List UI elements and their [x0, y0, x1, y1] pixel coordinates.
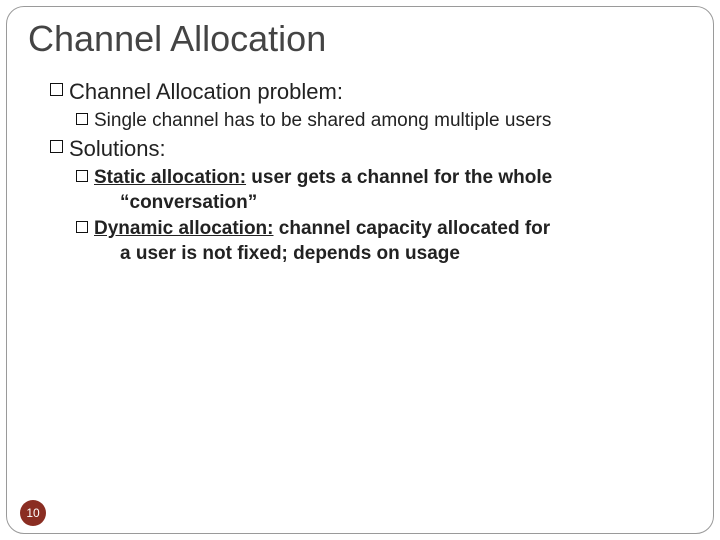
square-bullet-icon [76, 221, 88, 233]
bullet-solutions-label: Solutions: [69, 135, 678, 164]
bullet-problem-single-text: Single channel has to be shared among mu… [94, 109, 678, 134]
bullet-static-text: Static allocation: user gets a channel f… [94, 166, 678, 191]
bullet-static: Static allocation: user gets a channel f… [76, 166, 678, 191]
bullet-dynamic-text: Dynamic allocation: channel capacity all… [94, 217, 678, 242]
bullet-static-cont: “conversation” [120, 191, 678, 216]
bullet-problem-single: Single channel has to be shared among mu… [76, 109, 678, 134]
square-bullet-icon [76, 113, 88, 125]
page-number: 10 [26, 506, 39, 520]
bullet-problem-label: Channel Allocation problem: [69, 78, 678, 107]
bullet-dynamic-rest: channel capacity allocated for [274, 218, 551, 239]
bullet-static-term: Static allocation: [94, 167, 246, 188]
slide-body: Channel Allocation problem: Single chann… [50, 78, 678, 267]
bullet-dynamic-cont: a user is not fixed; depends on usage [120, 242, 678, 267]
slide: Channel Allocation Channel Allocation pr… [0, 0, 720, 540]
square-bullet-icon [76, 170, 88, 182]
square-bullet-icon [50, 140, 63, 153]
bullet-problem: Channel Allocation problem: [50, 78, 678, 107]
bullet-dynamic: Dynamic allocation: channel capacity all… [76, 217, 678, 242]
bullet-solutions: Solutions: [50, 135, 678, 164]
bullet-dynamic-term: Dynamic allocation: [94, 218, 274, 239]
bullet-static-rest: user gets a channel for the whole [246, 167, 552, 188]
page-number-badge: 10 [20, 500, 46, 526]
square-bullet-icon [50, 83, 63, 96]
slide-title: Channel Allocation [28, 18, 698, 60]
